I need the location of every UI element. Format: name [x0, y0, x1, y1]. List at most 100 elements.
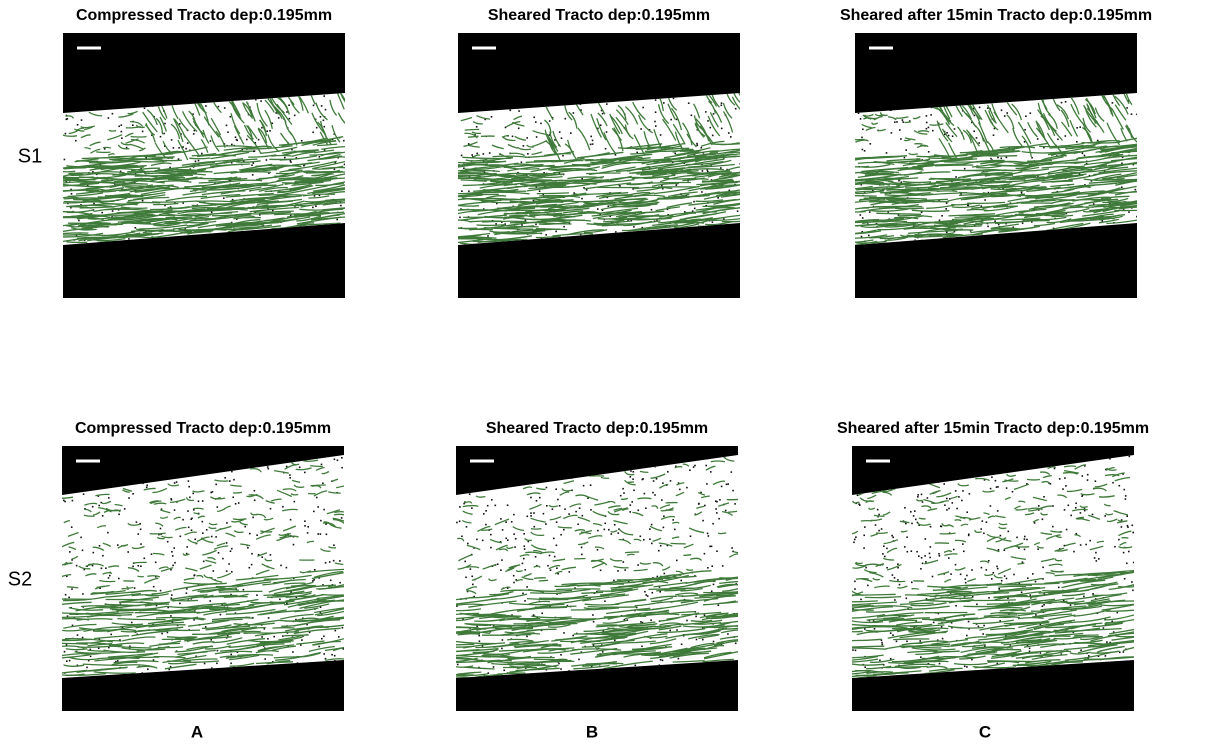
speckle	[617, 570, 619, 572]
speckle	[674, 153, 676, 155]
speckle	[645, 594, 647, 596]
speckle	[728, 132, 730, 134]
speckle	[334, 169, 336, 171]
speckle	[226, 570, 228, 572]
speckle	[459, 506, 461, 508]
speckle	[172, 555, 174, 557]
speckle	[572, 635, 574, 637]
speckle	[686, 487, 688, 489]
fiber	[842, 196, 877, 197]
speckle	[1004, 115, 1006, 117]
speckle	[258, 139, 260, 141]
speckle	[720, 167, 722, 169]
speckle	[1136, 216, 1138, 218]
speckle	[176, 481, 178, 483]
speckle	[694, 208, 696, 210]
speckle	[231, 571, 233, 573]
speckle	[170, 615, 172, 617]
speckle	[590, 484, 592, 486]
speckle	[563, 226, 565, 228]
speckle	[968, 205, 970, 207]
fiber	[539, 580, 548, 581]
speckle	[312, 132, 314, 134]
speckle	[233, 479, 235, 481]
speckle	[108, 117, 110, 119]
speckle	[604, 523, 606, 525]
speckle	[740, 163, 742, 165]
speckle	[978, 142, 980, 144]
speckle	[711, 546, 713, 548]
speckle	[476, 126, 478, 128]
speckle	[77, 634, 79, 636]
speckle	[179, 603, 181, 605]
panel-image	[833, 33, 1158, 299]
speckle	[471, 507, 473, 509]
speckle	[524, 545, 526, 547]
speckle	[618, 532, 620, 534]
speckle	[713, 584, 715, 586]
speckle	[322, 482, 324, 484]
fiber	[546, 187, 570, 188]
speckle	[512, 136, 514, 138]
speckle	[902, 121, 904, 123]
speckle	[230, 550, 232, 552]
speckle	[564, 508, 566, 510]
speckle	[1006, 157, 1008, 159]
fiber	[671, 543, 686, 544]
speckle	[501, 648, 503, 650]
speckle	[555, 231, 557, 233]
speckle	[227, 131, 229, 133]
speckle	[705, 465, 707, 467]
speckle	[226, 125, 228, 127]
speckle	[563, 632, 565, 634]
speckle	[730, 136, 732, 138]
speckle	[632, 478, 634, 480]
speckle	[1131, 298, 1133, 300]
speckle	[642, 478, 644, 480]
speckle	[75, 140, 77, 142]
speckle	[267, 638, 269, 640]
speckle	[136, 521, 138, 523]
fiber	[465, 129, 480, 130]
speckle	[674, 529, 676, 531]
speckle	[167, 541, 169, 543]
speckle	[326, 534, 328, 536]
speckle	[860, 214, 862, 216]
speckle	[98, 505, 100, 507]
speckle	[513, 514, 515, 516]
speckle	[523, 145, 525, 147]
speckle	[1031, 157, 1033, 159]
speckle	[657, 576, 659, 578]
speckle	[530, 512, 532, 514]
fiber	[189, 158, 210, 159]
speckle	[681, 644, 683, 646]
speckle	[500, 518, 502, 520]
speckle	[614, 640, 616, 642]
speckle	[973, 130, 975, 132]
speckle	[121, 137, 123, 139]
fiber	[537, 193, 569, 194]
speckle	[147, 668, 149, 670]
speckle	[101, 212, 103, 214]
speckle	[1025, 115, 1027, 117]
speckle	[688, 102, 690, 104]
speckle	[630, 476, 632, 478]
speckle	[173, 547, 175, 549]
speckle	[660, 545, 662, 547]
speckle	[235, 503, 237, 505]
speckle	[521, 162, 523, 164]
speckle	[135, 227, 137, 229]
speckle	[899, 129, 901, 131]
speckle	[535, 556, 537, 558]
speckle	[78, 220, 80, 222]
speckle	[556, 545, 558, 547]
speckle	[1121, 187, 1123, 189]
speckle	[490, 547, 492, 549]
speckle	[740, 281, 742, 283]
speckle	[1082, 153, 1084, 155]
speckle	[704, 553, 706, 555]
speckle	[526, 636, 528, 638]
speckle	[590, 509, 592, 511]
speckle	[173, 147, 175, 149]
speckle	[502, 529, 504, 531]
